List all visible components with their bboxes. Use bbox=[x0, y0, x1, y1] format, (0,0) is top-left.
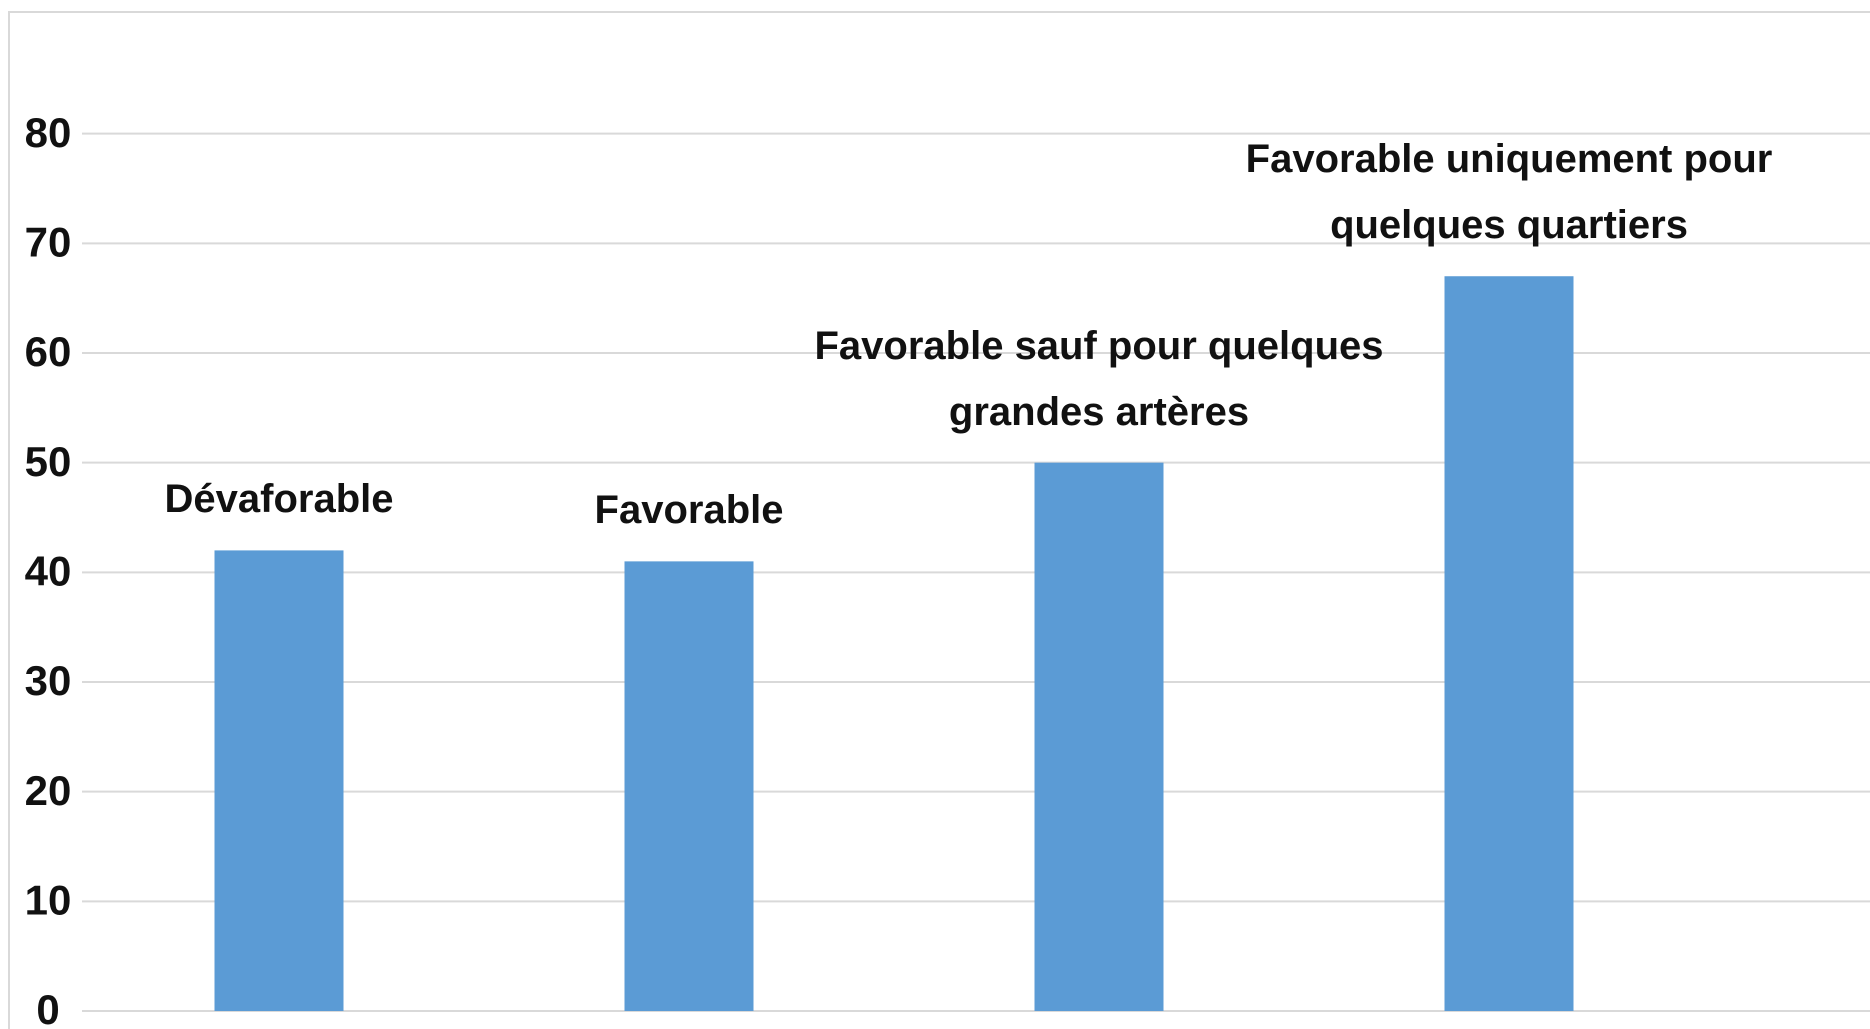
bar bbox=[1444, 276, 1574, 1011]
y-tick-label: 0 bbox=[36, 986, 59, 1029]
y-tick-label: 30 bbox=[25, 657, 72, 704]
category-label: Favorable sauf pour quelques grandes art… bbox=[814, 323, 1384, 434]
bar bbox=[624, 561, 754, 1011]
category-label: Favorable bbox=[594, 488, 784, 533]
y-tick-label: 40 bbox=[25, 547, 72, 594]
y-tick-label: 20 bbox=[25, 767, 72, 814]
y-tick-label: 50 bbox=[25, 438, 72, 485]
bar bbox=[1034, 462, 1164, 1012]
y-tick-label: 70 bbox=[25, 218, 72, 265]
y-tick-label: 60 bbox=[25, 328, 72, 375]
category-label: Dévaforable bbox=[164, 477, 394, 522]
y-tick-label: 80 bbox=[25, 109, 72, 156]
y-tick-label: 10 bbox=[25, 876, 72, 923]
category-label: Favorable uniquement pour quelques quart… bbox=[1245, 137, 1773, 248]
bar bbox=[214, 550, 344, 1011]
